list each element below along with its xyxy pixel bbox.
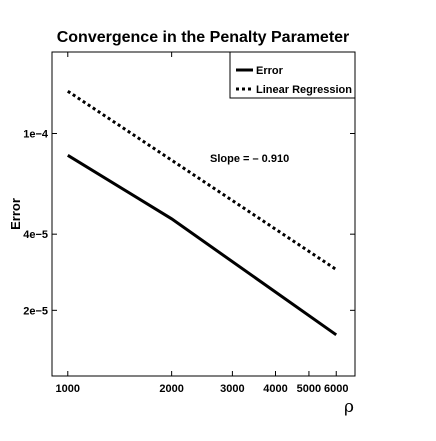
x-tick-label: 1000 — [56, 383, 80, 395]
x-tick-label: 4000 — [263, 383, 287, 395]
x-tick-label: 6000 — [324, 383, 348, 395]
legend: Error Linear Regression — [229, 51, 356, 99]
plot-frame — [51, 51, 356, 377]
x-tick-label: 2000 — [159, 383, 183, 395]
y-axis-label: Error — [8, 198, 23, 230]
y-tick-label: 1e−4 — [23, 129, 49, 141]
legend-label-error: Error — [256, 65, 284, 77]
slope-annotation: Slope = – 0.910 — [210, 153, 289, 165]
x-tick-label: 3000 — [220, 383, 244, 395]
y-tick-label: 4e−5 — [23, 229, 48, 241]
series-layer — [66, 89, 338, 337]
axis-ticks: 1000 2000 3000 4000 5000 6000 2e−5 4e−5 1e−4 — [23, 52, 355, 395]
legend-label-linear-regression: Linear Regression — [256, 84, 352, 96]
x-tick-label: 5000 — [297, 383, 321, 395]
y-tick-label: 2e−5 — [23, 305, 48, 317]
x-axis-label: ρ — [344, 397, 354, 417]
chart-title: Convergence in the Penalty Parameter — [57, 29, 350, 46]
series-line-error — [67, 154, 338, 337]
